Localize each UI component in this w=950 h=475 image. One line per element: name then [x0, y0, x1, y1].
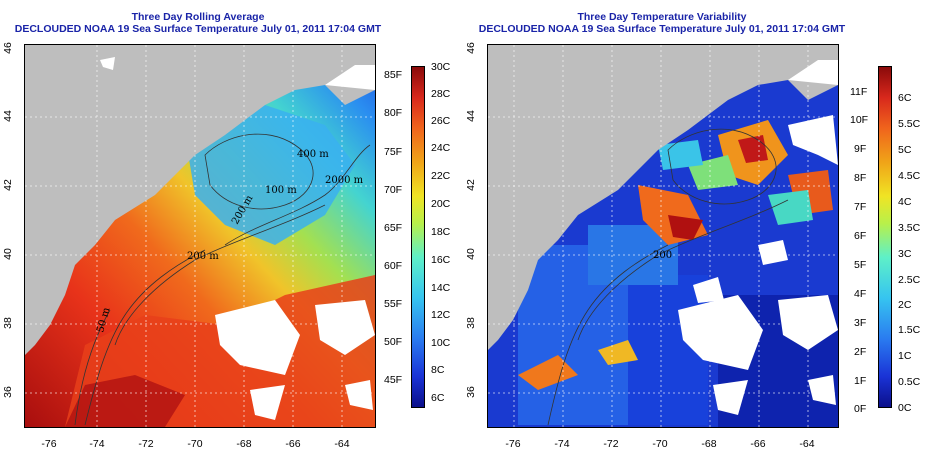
- x-tick: -76: [505, 438, 521, 450]
- cloud-masks: [678, 115, 838, 415]
- contour-label-100m: 100 m: [265, 185, 297, 196]
- colorbar-f-label: 75F: [384, 146, 403, 158]
- y-tick: 40: [465, 248, 477, 260]
- colorbar-c-label: 1C: [898, 350, 912, 362]
- y-tick: 42: [2, 179, 14, 191]
- x-tick: -66: [750, 438, 766, 450]
- colorbar-c-label: 0.5C: [898, 376, 921, 388]
- y-tick: 46: [2, 42, 14, 54]
- colorbar-c-label: 20C: [431, 198, 451, 210]
- colorbar-f-label: 85F: [384, 69, 403, 81]
- x-tick: -72: [138, 438, 154, 450]
- colorbar-c-label: 22C: [431, 170, 451, 182]
- colorbar-c-label: 1.5C: [898, 324, 921, 336]
- colorbar-c-label: 10C: [431, 337, 451, 349]
- colorbar-c-label: 14C: [431, 282, 451, 294]
- colorbar-f-label: 3F: [854, 317, 867, 329]
- left-title-line1: Three Day Rolling Average: [131, 11, 265, 23]
- colorbar-f-label: 65F: [384, 222, 403, 234]
- colorbar-c-label: 4.5C: [898, 170, 921, 182]
- colorbar-c-label: 3.5C: [898, 222, 921, 234]
- colorbar-c-label: 3C: [898, 248, 912, 260]
- colorbar-f-label: 80F: [384, 107, 403, 119]
- y-tick: 42: [465, 179, 477, 191]
- colorbar-f-label: 2F: [854, 346, 867, 358]
- colorbar-f-label: 50F: [384, 336, 403, 348]
- colorbar-c-label: 0C: [898, 402, 912, 414]
- lat-lon-grid: [25, 45, 375, 427]
- x-tick: -64: [799, 438, 815, 450]
- y-tick: 44: [2, 110, 14, 122]
- right-title-line2: DECLOUDED NOAA 19 Sea Surface Temperatur…: [478, 23, 846, 35]
- x-tick: -76: [41, 438, 57, 450]
- right-title-line1: Three Day Temperature Variability: [577, 11, 747, 23]
- y-tick: 46: [465, 42, 477, 54]
- colorbar-c-label: 6C: [431, 392, 445, 404]
- land-mass: [488, 45, 838, 350]
- colorbar-f-label: 1F: [854, 375, 867, 387]
- sst-variability-map: 200: [487, 44, 839, 428]
- colorbar-f-label: 60F: [384, 260, 403, 272]
- colorbar-c-label: 5C: [898, 144, 912, 156]
- contour-label-400m: 400 m: [297, 149, 329, 160]
- colorbar-f-label: 4F: [854, 288, 867, 300]
- x-tick: -70: [652, 438, 668, 450]
- colorbar-f-label: 6F: [854, 230, 867, 242]
- contour-label-200: 200: [653, 250, 672, 261]
- colorbar-c-label: 30C: [431, 61, 451, 73]
- colorbar-c-label: 18C: [431, 226, 451, 238]
- contour-label-2000m: 2000 m: [325, 175, 364, 186]
- colorbar-f-label: 8F: [854, 172, 867, 184]
- x-tick: -72: [603, 438, 619, 450]
- colorbar-f-label: 10F: [850, 114, 869, 126]
- y-tick: 40: [2, 248, 14, 260]
- y-tick: 36: [465, 386, 477, 398]
- lat-lon-grid: [488, 45, 838, 427]
- colorbar-f-label: 7F: [854, 201, 867, 213]
- sst-colorbar: [411, 66, 425, 408]
- colorbar-f-label: 5F: [854, 259, 867, 271]
- y-tick: 38: [465, 317, 477, 329]
- sst-average-map: 400 m 100 m 2000 m 200 m 200 m 50 m: [24, 44, 376, 428]
- x-tick: -64: [334, 438, 350, 450]
- x-tick: -66: [285, 438, 301, 450]
- y-tick: 38: [2, 317, 14, 329]
- colorbar-c-label: 24C: [431, 142, 451, 154]
- cloud-masks: [100, 57, 375, 420]
- colorbar-c-label: 4C: [898, 196, 912, 208]
- colorbar-f-label: 70F: [384, 184, 403, 196]
- x-tick: -74: [89, 438, 105, 450]
- colorbar-c-label: 2.5C: [898, 274, 921, 286]
- y-tick: 44: [465, 110, 477, 122]
- bathymetry-contours: [74, 133, 371, 426]
- colorbar-c-label: 6C: [898, 92, 912, 104]
- x-tick: -68: [236, 438, 252, 450]
- colorbar-f-label: 11F: [850, 86, 868, 98]
- variability-colorbar: [878, 66, 892, 408]
- contour-label-200m-b: 200 m: [187, 251, 219, 262]
- colorbar-c-label: 12C: [431, 309, 451, 321]
- colorbar-f-label: 0F: [854, 403, 867, 415]
- colorbar-c-label: 16C: [431, 254, 451, 266]
- high-variability-patches: [518, 120, 833, 390]
- colorbar-c-label: 26C: [431, 115, 451, 127]
- land-mass: [25, 45, 375, 355]
- colorbar-f-label: 9F: [854, 143, 867, 155]
- x-tick: -74: [554, 438, 570, 450]
- colorbar-c-label: 28C: [431, 88, 451, 100]
- x-tick: -70: [187, 438, 203, 450]
- colorbar-c-label: 5.5C: [898, 118, 921, 130]
- colorbar-f-label: 55F: [384, 298, 403, 310]
- colorbar-c-label: 2C: [898, 299, 912, 311]
- colorbar-f-label: 45F: [384, 374, 403, 386]
- x-tick: -68: [701, 438, 717, 450]
- y-tick: 36: [2, 386, 14, 398]
- colorbar-c-label: 8C: [431, 364, 445, 376]
- left-title-line2: DECLOUDED NOAA 19 Sea Surface Temperatur…: [14, 23, 382, 35]
